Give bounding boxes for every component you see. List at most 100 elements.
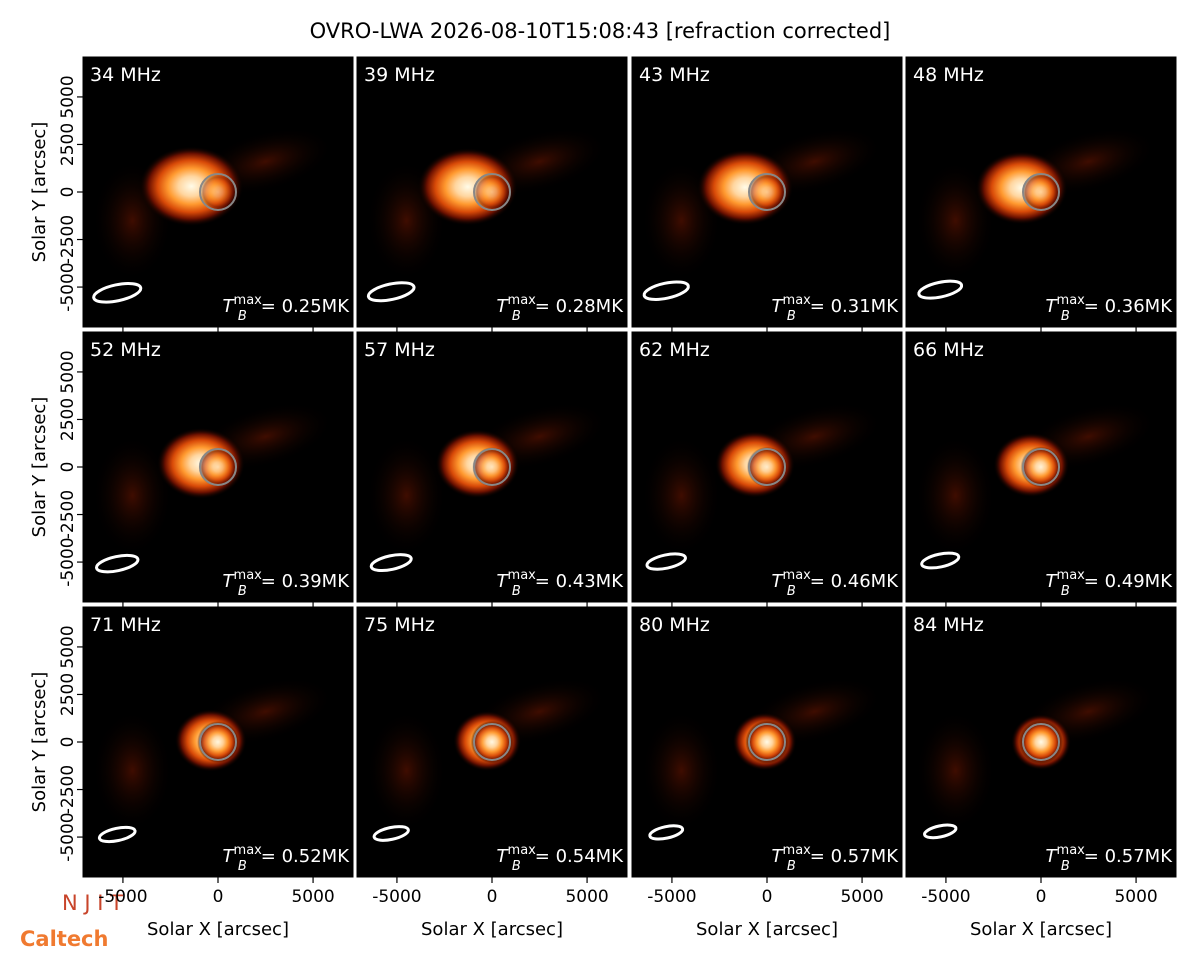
x-tick-label: 0: [762, 887, 773, 907]
tb-max-part: B: [238, 584, 247, 599]
tb-max: Tmax B = 0.36MK: [1046, 293, 1174, 324]
beam: [95, 553, 140, 574]
solar-limb: [473, 173, 511, 211]
tb-max: Tmax B = 0.28MK: [497, 293, 625, 324]
x-axis-label: Solar X [arcsec]: [970, 919, 1112, 940]
haze: [641, 710, 722, 831]
tb-max-part: = 0.31MK: [810, 296, 899, 317]
y-tick-label: 5000: [58, 350, 78, 393]
solar-limb: [748, 723, 786, 761]
panel-title: 75 MHz: [364, 614, 435, 636]
x-tick-label: -5000: [921, 887, 970, 907]
x-tick-label: 0: [1036, 887, 1047, 907]
haze: [915, 160, 996, 281]
x-tick-label: 0: [213, 887, 224, 907]
solar-limb: [199, 173, 237, 211]
haze: [641, 435, 722, 556]
y-tick-label: -2500: [58, 765, 78, 814]
tb-max-part: max: [508, 293, 537, 308]
tb-max-part: T: [772, 296, 785, 317]
tb-max-part: T: [772, 846, 785, 867]
tb-max-part: max: [508, 568, 537, 583]
solar-limb: [199, 723, 237, 761]
beam: [642, 280, 690, 301]
tb-max-part: max: [783, 293, 812, 308]
haze: [92, 435, 173, 556]
tb-max-part: max: [234, 843, 263, 858]
tb-max-part: B: [1061, 309, 1070, 324]
emission-core: [197, 721, 239, 763]
beam: [923, 823, 958, 840]
panel: [632, 332, 902, 602]
y-tick-label: -5000: [58, 812, 78, 861]
panel: [83, 607, 353, 877]
y-tick-label: -5000: [58, 262, 78, 311]
x-tick-label: 5000: [291, 887, 334, 907]
tb-max-part: = 0.28MK: [535, 296, 624, 317]
tb-max-part: T: [223, 846, 236, 867]
haze: [366, 710, 447, 831]
y-tick-label: 0: [58, 737, 78, 748]
emission-core: [745, 720, 789, 764]
tb-max-part: = 0.43MK: [535, 571, 624, 592]
tb-max: Tmax B = 0.49MK: [1046, 568, 1174, 599]
panel: [83, 332, 353, 602]
panel-title: 48 MHz: [913, 64, 984, 86]
tb-max-part: = 0.54MK: [535, 846, 624, 867]
x-tick-label: 5000: [565, 887, 608, 907]
tb-max-part: T: [1046, 846, 1059, 867]
y-axis-label: Solar Y [arcsec]: [29, 122, 50, 263]
x-tick-label: -5000: [372, 887, 421, 907]
panel-title: 66 MHz: [913, 339, 984, 361]
solar-limb: [473, 448, 511, 486]
emission-core: [746, 446, 788, 488]
solar-limb: [1022, 723, 1060, 761]
tb-max-part: = 0.36MK: [1084, 296, 1173, 317]
tb-max-part: B: [238, 309, 247, 324]
tb-max-part: B: [1061, 859, 1070, 874]
panel: [906, 607, 1176, 877]
emission-core: [470, 720, 514, 764]
tb-max-part: = 0.25MK: [261, 296, 350, 317]
panel: [357, 607, 627, 877]
y-axis-label: Solar Y [arcsec]: [29, 672, 50, 813]
tb-max-part: B: [238, 859, 247, 874]
panel-title: 57 MHz: [364, 339, 435, 361]
haze: [366, 435, 447, 556]
x-tick-label: -5000: [647, 887, 696, 907]
tb-max-part: B: [1061, 584, 1070, 599]
haze: [92, 710, 173, 831]
tb-max-part: max: [783, 568, 812, 583]
tb-max-part: max: [1057, 293, 1086, 308]
beam: [97, 825, 137, 844]
panel: [906, 332, 1176, 602]
emission-core: [198, 447, 238, 487]
tb-max-part: max: [783, 843, 812, 858]
tb-max-part: = 0.39MK: [261, 571, 350, 592]
x-tick-label: 5000: [1114, 887, 1157, 907]
beam: [920, 551, 961, 570]
tb-max-part: T: [1046, 296, 1059, 317]
beam: [366, 281, 416, 303]
tb-max-part: max: [1057, 568, 1086, 583]
tb-max: Tmax B = 0.57MK: [772, 843, 900, 874]
tb-max-part: max: [234, 568, 263, 583]
x-tick-label: -5000: [98, 887, 147, 907]
haze: [915, 710, 996, 831]
tb-max: Tmax B = 0.39MK: [223, 568, 351, 599]
emission-core: [473, 173, 511, 211]
tb-max-part: = 0.57MK: [810, 846, 899, 867]
tb-max: Tmax B = 0.57MK: [1046, 843, 1174, 874]
panel-title: 71 MHz: [90, 614, 161, 636]
figure-title: OVRO-LWA 2026-08-10T15:08:43 [refraction…: [310, 19, 891, 43]
x-axis-label: Solar X [arcsec]: [421, 919, 563, 940]
panel-title: 80 MHz: [639, 614, 710, 636]
solar-limb: [748, 173, 786, 211]
y-tick-label: 2500: [58, 398, 78, 441]
emission-core: [200, 174, 236, 210]
y-tick-label: -2500: [58, 490, 78, 539]
tb-max-part: T: [497, 296, 510, 317]
tb-max-part: B: [512, 309, 521, 324]
tb-max-part: = 0.49MK: [1084, 571, 1173, 592]
panel: [632, 607, 902, 877]
